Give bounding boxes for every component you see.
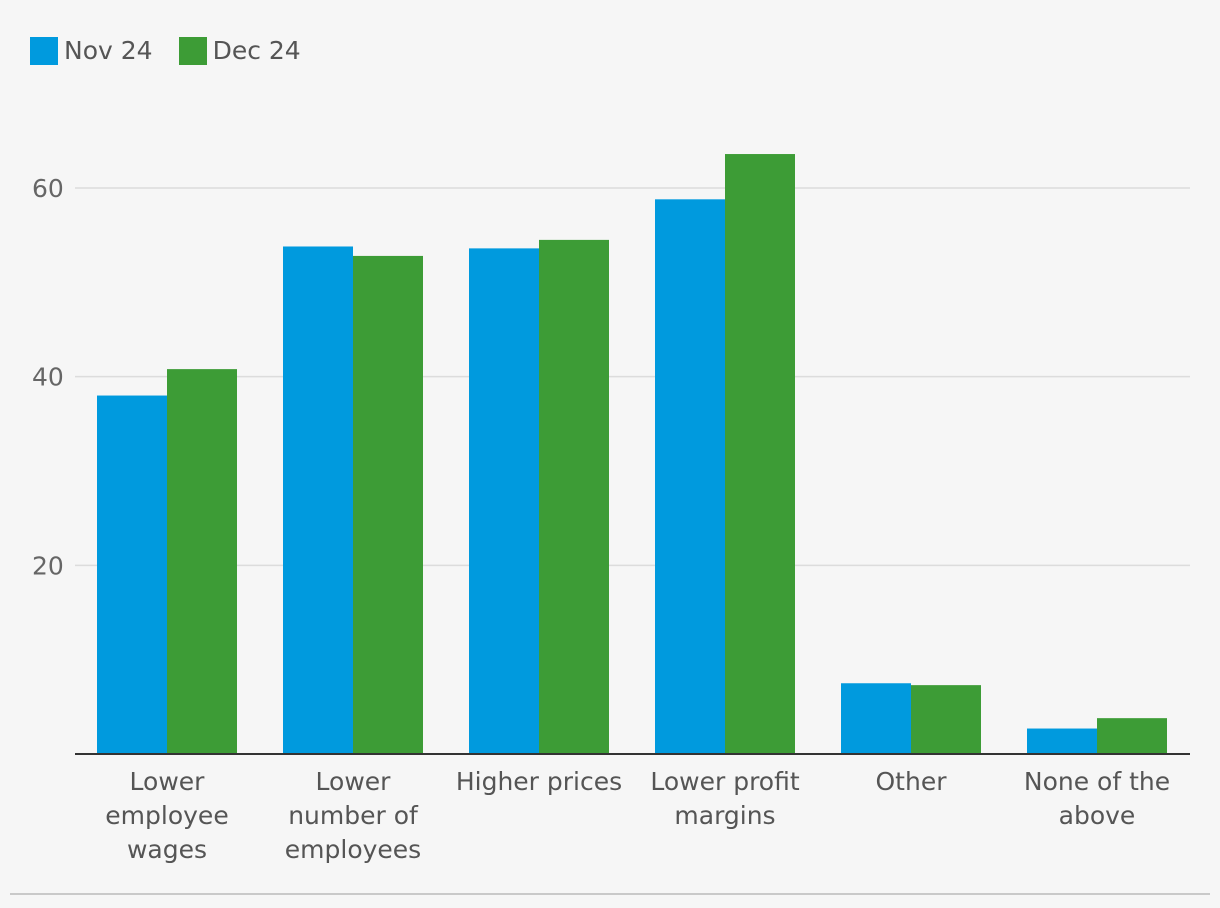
y-tick-label-60: 60 — [32, 174, 64, 203]
legend-swatch-nov — [30, 36, 58, 65]
legend-item-nov: Nov 24 — [30, 36, 153, 65]
x-tick-label-0: Lower employee wages — [105, 767, 228, 864]
legend-label-nov: Nov 24 — [64, 36, 153, 65]
legend: Nov 24 Dec 24 — [30, 36, 327, 65]
footer-divider — [10, 893, 1210, 895]
bar-nov-3 — [655, 199, 725, 754]
x-tick-label-4: Other — [876, 767, 948, 796]
bar-nov-5 — [1027, 728, 1097, 754]
x-tick-label-2: Higher prices — [456, 767, 622, 796]
bar-dec-4 — [911, 685, 981, 754]
bar-nov-0 — [97, 395, 167, 754]
bar-nov-2 — [469, 248, 539, 754]
x-tick-label-1: Lower number of employees — [285, 767, 421, 864]
y-tick-label-20: 20 — [32, 551, 64, 580]
y-tick-label-40: 40 — [32, 363, 64, 392]
bar-nov-1 — [283, 246, 353, 754]
bar-dec-5 — [1097, 718, 1167, 754]
legend-item-dec: Dec 24 — [178, 36, 301, 65]
legend-swatch-dec — [178, 36, 207, 65]
legend-label-dec: Dec 24 — [212, 36, 301, 65]
bar-dec-3 — [725, 154, 795, 755]
x-tick-label-5: None of the above — [1024, 767, 1170, 830]
x-tick-label-3: Lower profit margins — [650, 767, 799, 830]
bar-dec-2 — [539, 239, 609, 755]
bar-dec-0 — [167, 369, 237, 754]
bar-nov-4 — [841, 683, 911, 754]
bar-dec-1 — [353, 255, 423, 755]
